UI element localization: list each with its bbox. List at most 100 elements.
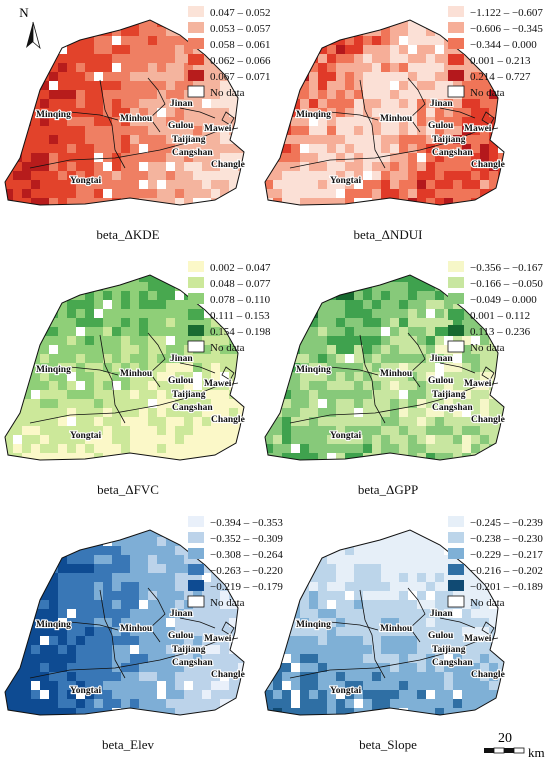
legend-swatch: [448, 564, 464, 575]
legend-label: 0.058 – 0.061: [210, 39, 271, 51]
legend-label: −0.352 – −0.309: [210, 533, 283, 545]
legend-swatch: [188, 277, 204, 288]
district-label: Minqing: [36, 620, 71, 630]
legend-label-nodata: No data: [210, 342, 245, 354]
district-boundary: [179, 362, 216, 374]
district-label: Cangshan: [432, 148, 473, 158]
district-label: Minhou: [120, 624, 153, 634]
district-boundary: [359, 589, 386, 679]
district-label: Mawei: [464, 124, 492, 134]
legend-swatch: [188, 516, 204, 527]
district-label: Cangshan: [172, 148, 213, 158]
district-label: Minqing: [296, 620, 331, 630]
district-label: Changle: [211, 160, 245, 170]
district-label: Minhou: [380, 114, 413, 124]
legend-swatch-nodata: [187, 85, 205, 98]
legend-swatch: [188, 293, 204, 304]
district-boundary: [147, 77, 166, 133]
district-label: Minhou: [120, 369, 153, 379]
district-boundary: [147, 587, 166, 643]
legend-swatch-nodata: [187, 595, 205, 608]
legend-label: 0.001 – 0.213: [470, 55, 531, 67]
legend-swatch: [188, 325, 204, 336]
legend-label: −0.219 – −0.179: [210, 581, 283, 593]
scale-unit: km: [528, 745, 545, 760]
legend-swatch: [188, 309, 204, 320]
district-label: Cangshan: [432, 403, 473, 413]
district-boundary: [221, 621, 235, 636]
legend-label: 0.053 – 0.057: [210, 23, 271, 35]
district-boundary: [99, 589, 126, 679]
raster-surface: [5, 530, 244, 715]
legend-label: 0.111 – 0.153: [210, 310, 270, 322]
district-boundary: [29, 637, 239, 679]
legend-swatch: [448, 38, 464, 49]
district-boundary: [407, 77, 426, 133]
district-boundary: [221, 366, 235, 381]
legend-swatch-nodata: [187, 340, 205, 353]
legend-label: −0.308 – −0.264: [210, 549, 283, 561]
district-boundary: [481, 366, 495, 381]
legend-label-nodata: No data: [470, 342, 505, 354]
legend-label: −0.216 – −0.202: [470, 565, 543, 577]
district-label: Minqing: [296, 365, 331, 375]
legend-label-nodata: No data: [470, 87, 505, 99]
district-boundary: [39, 366, 119, 376]
district-label: Gulou: [428, 376, 454, 386]
district-label: Cangshan: [172, 403, 213, 413]
legend-swatch: [448, 70, 464, 81]
district-label: Yongtai: [330, 431, 362, 441]
district-label: Yongtai: [70, 176, 102, 186]
legend-swatch: [188, 548, 204, 559]
district-label: Cangshan: [172, 658, 213, 668]
district-boundary: [299, 366, 379, 376]
district-label: Taijiang: [432, 645, 466, 655]
district-label: Jinan: [170, 609, 193, 619]
district-label: Gulou: [168, 376, 194, 386]
legend-swatch-nodata: [447, 595, 465, 608]
panel-caption: beta_ΔGPP: [358, 482, 418, 497]
district-boundary: [289, 382, 499, 424]
legend-label: 0.214 – 0.727: [470, 71, 531, 83]
legend-label: −0.263 – −0.220: [210, 565, 283, 577]
legend-swatch: [188, 532, 204, 543]
legend-label: 0.062 – 0.066: [210, 55, 271, 67]
district-boundary: [299, 111, 379, 121]
legend-label: −0.245 – −0.239: [470, 517, 543, 529]
district-label: Yongtai: [330, 686, 362, 696]
legend-swatch: [448, 548, 464, 559]
district-label: Minhou: [380, 369, 413, 379]
legend-label: 0.047 – 0.052: [210, 7, 271, 19]
region-boundary: [4, 19, 245, 206]
district-boundary: [39, 621, 119, 631]
legend-swatch: [448, 580, 464, 591]
legend-swatch: [448, 22, 464, 33]
legend-swatch: [448, 325, 464, 336]
district-label: Yongtai: [330, 176, 362, 186]
legend-swatch: [448, 309, 464, 320]
panel-caption: beta_Elev: [102, 737, 154, 752]
legend-label: −0.201 – −0.189: [470, 581, 543, 593]
district-boundary: [99, 334, 126, 424]
district-label: Mawei: [464, 634, 492, 644]
panel-caption: beta_ΔNDUI: [353, 227, 422, 242]
district-label: Minhou: [120, 114, 153, 124]
legend-swatch: [448, 516, 464, 527]
legend-label: 0.002 – 0.047: [210, 262, 271, 274]
legend-label: −0.606 – −0.345: [470, 23, 543, 35]
district-label: Taijiang: [172, 645, 206, 655]
district-boundary: [147, 332, 166, 388]
district-label: Changle: [211, 670, 245, 680]
north-label: N: [19, 5, 29, 20]
legend-label: 0.048 – 0.077: [210, 278, 271, 290]
district-label: Gulou: [428, 121, 454, 131]
legend-swatch: [188, 54, 204, 65]
district-label: Gulou: [168, 121, 194, 131]
district-label: Jinan: [430, 99, 453, 109]
